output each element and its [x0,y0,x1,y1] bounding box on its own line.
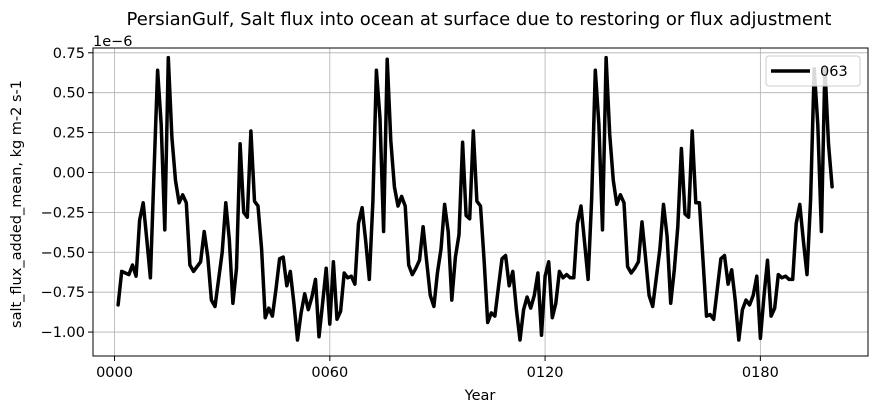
y-tick-label: −0.75 [41,285,85,301]
y-tick-label: −1.00 [41,325,85,341]
series-line-063 [116,55,834,342]
x-tick-label: 0060 [311,365,348,381]
legend-box [765,55,861,87]
y-tick-label: −0.25 [41,205,85,221]
x-tick-label: 0180 [742,365,779,381]
y-tick-label: 0.50 [53,86,85,102]
y-axis-label: salt_flux_added_mean, kg m-2 s-1 [9,80,25,328]
x-axis-label: Year [464,388,496,404]
x-tick-label: 0000 [96,365,133,381]
axes-frame [92,47,869,357]
legend-label: 063 [820,64,848,80]
y-tick-label: −0.50 [41,245,85,261]
legend: 063 [765,55,861,87]
chart-title: PersianGulf, Salt flux into ocean at sur… [127,9,832,30]
y-tick-label: 0.75 [53,46,85,62]
y-offset-text: 1e−6 [93,34,133,50]
grid-lines [93,48,868,356]
series-lines [116,55,834,342]
y-tick-label: 0.00 [53,165,85,181]
axis-ticks: 0000 0060 0120 0180 −1.00 −0.75 −0.50 −0.25 0.00… [41,46,779,381]
y-tick-label: 0.25 [53,126,85,142]
x-tick-label: 0120 [527,365,564,381]
